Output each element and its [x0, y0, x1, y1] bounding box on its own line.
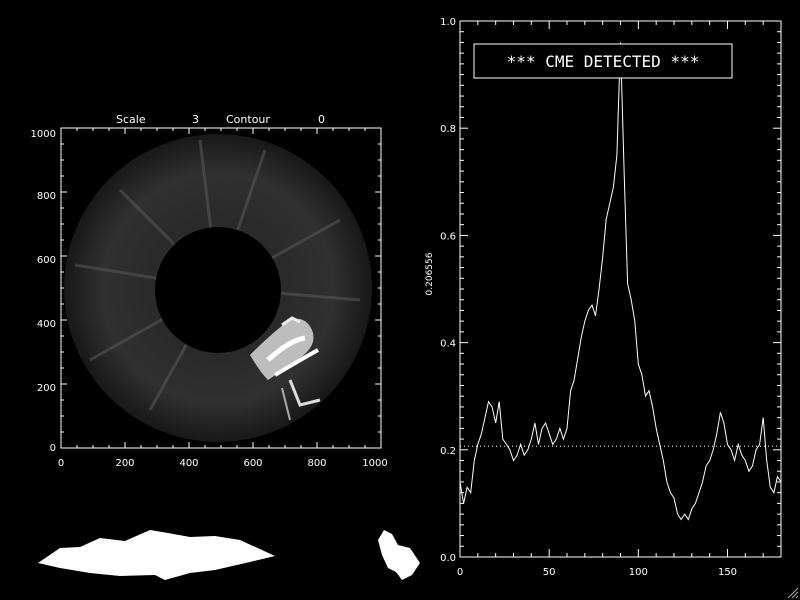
x-tick-label: 0: [457, 567, 463, 578]
annotation-text: *** CME DETECTED ***: [507, 52, 700, 71]
scale-label: Scale: [116, 113, 146, 126]
x-tick-label: 800: [307, 458, 326, 469]
plot-axis-ticks: [459, 20, 782, 558]
y-tick-label: 0: [50, 443, 56, 454]
y-tick-label: 600: [37, 255, 56, 266]
y-tick-label: 0.2: [440, 446, 456, 457]
y-tick-label: 800: [37, 191, 56, 202]
y-tick-label: 200: [37, 383, 56, 394]
x-tick-label: 0: [58, 458, 64, 469]
y-tick-label: 1.0: [440, 17, 456, 28]
resize-grip-icon[interactable]: [787, 587, 799, 599]
image-y-axis-labels: 0 200 400 600 800 1000: [31, 129, 56, 454]
image-axis-ticks: [60, 127, 382, 449]
x-tick-label: 50: [543, 567, 556, 578]
image-x-axis-labels: 0 200 400 600 800 1000: [58, 458, 388, 469]
x-tick-label: 200: [115, 458, 134, 469]
x-tick-label: 150: [718, 567, 737, 578]
scale-value: 3: [192, 113, 199, 126]
contour-label: Contour: [226, 113, 270, 126]
x-tick-label: 100: [629, 567, 648, 578]
occulter-disk: [155, 227, 281, 353]
cme-mask-blob-small: [378, 530, 420, 580]
cme-mask-blob: [38, 530, 275, 580]
coronagraph-image: [64, 134, 372, 442]
plot-x-axis-labels: 0 50 100 150: [457, 567, 737, 578]
y-tick-label: 0.8: [440, 124, 456, 135]
cme-detected-annotation: *** CME DETECTED ***: [473, 43, 733, 79]
y-tick-label: 0.4: [440, 339, 456, 350]
plot-y-axis-labels: 0.0 0.2 0.4 0.6 0.8 1.0: [440, 17, 456, 564]
cme-profile-plot: 0 50 100 150 0.0 0.2 0.4 0.6 0.8 1.0 0.206556 **…: [425, 17, 782, 578]
plot-frame: [459, 20, 782, 558]
profile-series-line: [459, 42, 782, 521]
y-axis-title: 0.206556: [425, 252, 435, 295]
y-tick-label: 0.0: [440, 553, 456, 564]
cme-mask-panel: [38, 530, 420, 580]
coronagraph-panel: Scale 3 Contour 0: [31, 113, 388, 469]
cme-feature: [250, 316, 321, 421]
x-tick-label: 1000: [362, 458, 387, 469]
y-tick-label: 0.6: [440, 231, 456, 242]
x-tick-label: 400: [179, 458, 198, 469]
contour-value: 0: [318, 113, 325, 126]
coronal-streamers: [74, 139, 361, 411]
x-tick-label: 600: [243, 458, 262, 469]
annotation-box: [473, 43, 733, 79]
y-tick-label: 400: [37, 319, 56, 330]
y-tick-label: 1000: [31, 129, 56, 140]
